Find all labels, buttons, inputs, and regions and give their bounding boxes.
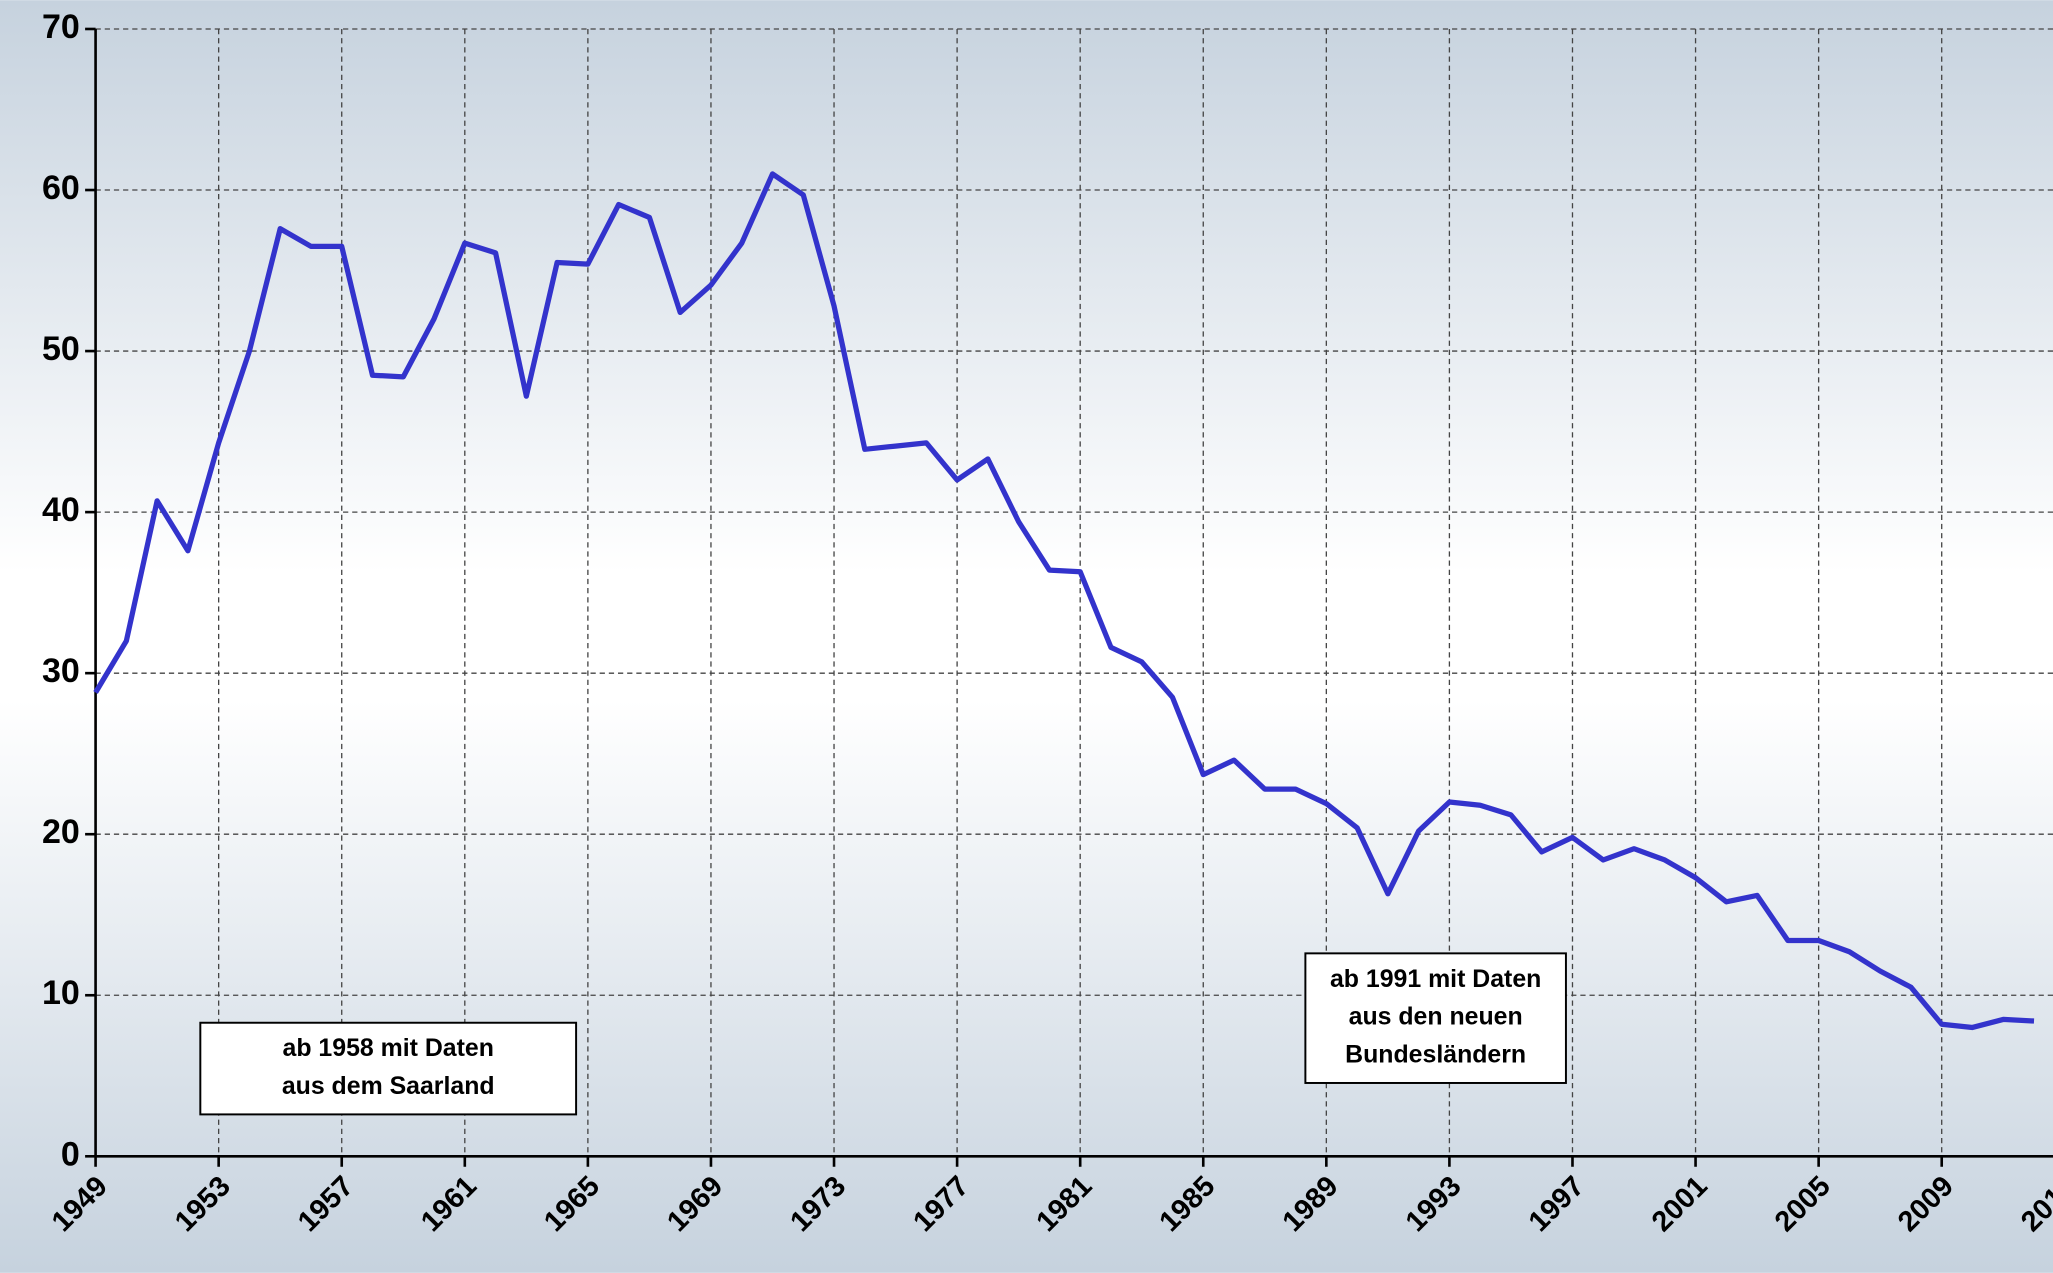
annotation-text: aus dem Saarland — [282, 1072, 495, 1100]
annotation-text: aus den neuen — [1349, 1003, 1523, 1031]
annotation-text: Bundesländern — [1345, 1041, 1526, 1069]
annotation-box — [1304, 952, 1567, 1084]
y-tick-label: 30 — [42, 652, 80, 690]
annotation-box — [199, 1021, 578, 1116]
y-tick-label: 40 — [42, 491, 80, 529]
line-series — [93, 171, 2035, 1031]
annotation-text: ab 1991 mit Daten — [1330, 965, 1541, 993]
y-tick-label: 70 — [42, 8, 80, 46]
y-tick-label: 0 — [61, 1135, 80, 1173]
y-tick-label: 20 — [42, 813, 80, 851]
annotation-text: ab 1958 mit Daten — [283, 1034, 494, 1062]
y-tick-label: 50 — [42, 330, 80, 368]
y-tick-label: 60 — [42, 169, 80, 207]
y-tick-label: 10 — [42, 974, 80, 1012]
